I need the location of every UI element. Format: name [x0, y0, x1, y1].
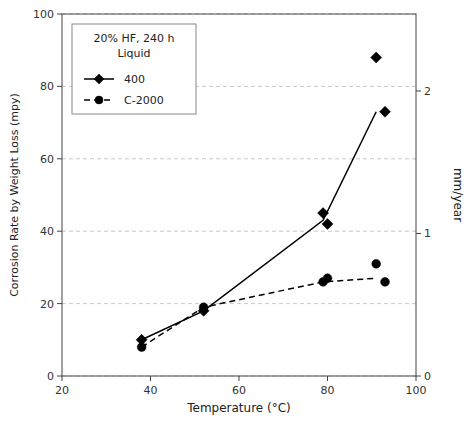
series-point — [199, 303, 208, 312]
x-tick — [150, 376, 151, 381]
x-tick — [327, 376, 328, 381]
y-axis-label: Corrosion Rate by Weight Loss (mpy) — [8, 93, 21, 297]
y-tick — [57, 158, 62, 159]
x-tick — [416, 376, 417, 381]
y-tick-label: 80 — [40, 80, 54, 93]
y-tick-label: 40 — [40, 225, 54, 238]
y-tick — [57, 376, 62, 377]
legend-box — [72, 24, 196, 114]
y-tick — [57, 14, 62, 15]
series-point — [322, 218, 333, 229]
y-tick-label: 20 — [40, 298, 54, 311]
y2-axis-label: mm/year — [451, 168, 465, 222]
legend-marker — [94, 74, 104, 84]
series-point — [380, 106, 391, 117]
series-line — [142, 112, 377, 340]
y-tick-label: 60 — [40, 153, 54, 166]
grid-line — [62, 303, 416, 304]
x-axis-label: Temperature (°C) — [186, 401, 291, 415]
legend-label: C-2000 — [124, 94, 164, 107]
series-point — [137, 343, 146, 352]
series-point — [323, 274, 332, 283]
series-point — [372, 259, 381, 268]
x-tick-label: 40 — [144, 384, 158, 397]
y-tick-label: 0 — [47, 370, 54, 383]
x-tick-label: 20 — [55, 384, 69, 397]
x-tick-label: 100 — [406, 384, 427, 397]
series-point — [381, 277, 390, 286]
y2-tick — [416, 233, 421, 234]
legend: 20% HF, 240 h Liquid 400 C-2000 — [72, 24, 196, 114]
legend-title: 20% HF, 240 h Liquid — [93, 32, 174, 60]
grid-line — [62, 231, 416, 232]
y-tick — [57, 231, 62, 232]
legend-marker — [95, 96, 103, 104]
x-tick — [62, 376, 63, 381]
y-tick — [57, 303, 62, 304]
plot-frame — [62, 14, 416, 376]
grid-line — [62, 158, 416, 159]
x-tick-label: 60 — [232, 384, 246, 397]
legend-label: 400 — [124, 73, 145, 86]
grid — [62, 14, 416, 376]
x-tick-label: 80 — [321, 384, 335, 397]
series-point — [371, 52, 382, 63]
y-tick-label: 100 — [33, 8, 54, 21]
legend-title-line: 20% HF, 240 h — [93, 32, 174, 45]
y2-tick-label: 0 — [424, 370, 431, 383]
y-tick — [57, 86, 62, 87]
legend-title-line: Liquid — [117, 47, 150, 60]
y2-tick-label: 2 — [424, 85, 431, 98]
x-tick — [239, 376, 240, 381]
axes: 20406080100020406080100012 — [33, 8, 431, 397]
series-point — [318, 208, 329, 219]
y2-tick — [416, 90, 421, 91]
y2-tick-label: 1 — [424, 227, 431, 240]
chart: 20406080100020406080100012Temperature (°… — [0, 0, 474, 424]
y2-tick — [416, 376, 421, 377]
series-line — [142, 278, 377, 347]
